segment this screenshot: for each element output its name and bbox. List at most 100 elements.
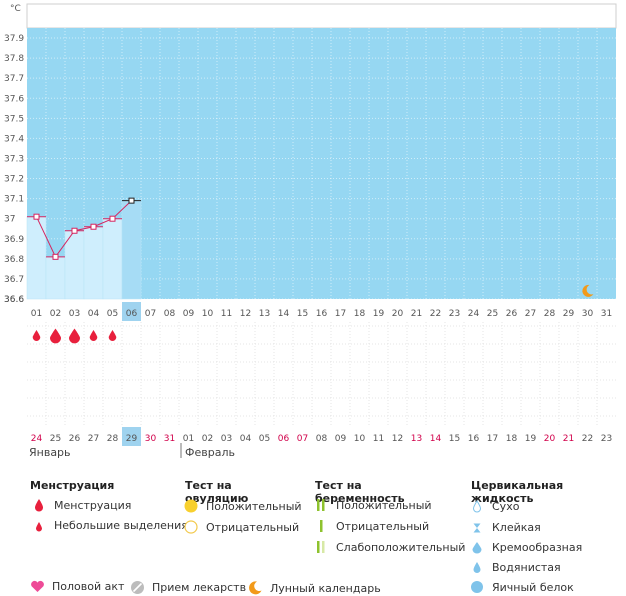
legend-menstruation-title: Менструация: [30, 479, 115, 492]
current-date-highlight[interactable]: [122, 427, 141, 446]
y-axis-ticks: 37.9 37.8 37.7 37.6 37.5 37.4 37.3 37.2 37.1 37 36…: [4, 34, 24, 305]
calendar-date-label[interactable]: 19: [525, 434, 537, 444]
month-label-february: Февраль: [185, 446, 235, 459]
y-tick-label: 37: [4, 215, 15, 225]
blood-drop-icon[interactable]: [50, 328, 61, 344]
temperature-point[interactable]: [71, 227, 78, 234]
calendar-date-label[interactable]: 02: [202, 434, 213, 444]
cycle-day-label[interactable]: 01: [31, 309, 42, 319]
calendar-date-label[interactable]: 25: [50, 434, 61, 444]
calendar-date-label[interactable]: 23: [601, 434, 612, 444]
calendar-date-label[interactable]: 18: [506, 434, 518, 444]
current-day-highlight[interactable]: [122, 302, 141, 321]
blood-drop-icon[interactable]: [69, 328, 80, 344]
cycle-day-label[interactable]: 10: [202, 309, 214, 319]
legend-item-fluid-sticky: Клейкая: [468, 521, 541, 534]
cycle-day-label[interactable]: 20: [392, 309, 404, 319]
calendar-date-label[interactable]: 31: [164, 434, 175, 444]
y-tick-label: 37.4: [4, 134, 24, 144]
calendar-date-label[interactable]: 24: [31, 434, 43, 444]
heart-icon: [28, 580, 46, 593]
calendar-date-label[interactable]: 08: [316, 434, 328, 444]
cycle-day-label[interactable]: 28: [544, 309, 556, 319]
x-axis-cycle-days[interactable]: 01 02 03 04 05 06 07 08 09 10 11 12 13 14 15 16 17 18 19 20…: [31, 302, 612, 321]
cycle-day-label[interactable]: 12: [240, 309, 251, 319]
calendar-date-label[interactable]: 09: [335, 434, 347, 444]
calendar-date-label[interactable]: 20: [544, 434, 556, 444]
calendar-date-label[interactable]: 01: [183, 434, 194, 444]
cycle-day-label[interactable]: 07: [145, 309, 156, 319]
cycle-day-label[interactable]: 03: [69, 309, 80, 319]
small-drop-icon[interactable]: [89, 330, 98, 342]
cycle-day-label[interactable]: 31: [601, 309, 612, 319]
calendar-date-label[interactable]: 11: [373, 434, 384, 444]
pill-icon: [128, 580, 146, 595]
temperature-point[interactable]: [109, 215, 116, 222]
calendar-date-label[interactable]: 28: [107, 434, 119, 444]
calendar-date-label[interactable]: 12: [392, 434, 403, 444]
calendar-date-label[interactable]: 07: [297, 434, 308, 444]
calendar-date-label[interactable]: 03: [221, 434, 232, 444]
cycle-day-label[interactable]: 23: [449, 309, 460, 319]
calendar-date-label[interactable]: 06: [278, 434, 290, 444]
cycle-day-label[interactable]: 27: [525, 309, 536, 319]
cycle-day-label[interactable]: 30: [582, 309, 594, 319]
cycle-day-label[interactable]: 14: [278, 309, 290, 319]
legend-item-lunar: Лунный календарь: [246, 580, 381, 596]
cycle-day-label[interactable]: 06: [126, 309, 138, 319]
cycle-day-label[interactable]: 02: [50, 309, 61, 319]
y-tick-label: 37.7: [4, 74, 24, 84]
cycle-day-label[interactable]: 15: [297, 309, 308, 319]
y-tick-label: 37.9: [4, 34, 24, 44]
cycle-day-label[interactable]: 24: [468, 309, 480, 319]
cycle-day-label[interactable]: 26: [506, 309, 518, 319]
cycle-day-label[interactable]: 09: [183, 309, 195, 319]
day-column-fill: [83, 226, 104, 300]
y-axis-unit-label: °C: [10, 4, 21, 14]
cycle-day-label[interactable]: 29: [563, 309, 575, 319]
cycle-day-label[interactable]: 19: [373, 309, 385, 319]
cycle-day-label[interactable]: 22: [430, 309, 441, 319]
calendar-date-label[interactable]: 05: [259, 434, 270, 444]
legend-item-pregnancy-negative: Отрицательный: [312, 519, 429, 533]
temperature-point[interactable]: [52, 253, 59, 260]
day-column-fill: [64, 230, 85, 300]
cycle-day-label[interactable]: 17: [335, 309, 346, 319]
cycle-day-label[interactable]: 04: [88, 309, 100, 319]
calendar-date-label[interactable]: 21: [563, 434, 574, 444]
cycle-day-label[interactable]: 21: [411, 309, 422, 319]
legend-item-medication: Прием лекарств: [128, 580, 246, 595]
calendar-date-label[interactable]: 04: [240, 434, 252, 444]
ovulation-negative-icon: [182, 519, 200, 535]
pregnancy-negative-icon: [312, 519, 330, 533]
temperature-point[interactable]: [33, 213, 40, 220]
cycle-day-label[interactable]: 13: [259, 309, 270, 319]
temperature-point[interactable]: [128, 197, 135, 204]
calendar-date-label[interactable]: 15: [449, 434, 460, 444]
cycle-day-label[interactable]: 18: [354, 309, 366, 319]
calendar-date-label[interactable]: 29: [126, 434, 138, 444]
calendar-date-label[interactable]: 27: [88, 434, 99, 444]
menstruation-row[interactable]: [32, 328, 117, 344]
calendar-date-label[interactable]: 14: [430, 434, 442, 444]
cycle-day-label[interactable]: 08: [164, 309, 176, 319]
cycle-day-label[interactable]: 16: [316, 309, 328, 319]
day-column-fill: [121, 200, 142, 300]
calendar-date-label[interactable]: 17: [487, 434, 498, 444]
moon-icon: [582, 284, 594, 297]
small-drop-icon[interactable]: [108, 330, 117, 342]
cycle-day-label[interactable]: 25: [487, 309, 498, 319]
calendar-date-label[interactable]: 26: [69, 434, 81, 444]
calendar-date-label[interactable]: 13: [411, 434, 422, 444]
calendar-date-label[interactable]: 22: [582, 434, 593, 444]
temperature-points[interactable]: [27, 197, 141, 260]
calendar-date-label[interactable]: 30: [145, 434, 157, 444]
calendar-date-row[interactable]: 24 25 26 27 28 29 30 31 01 02 03 04 05 06 07 08 09 10 11 12…: [31, 427, 612, 446]
temperature-point[interactable]: [90, 223, 97, 230]
calendar-date-label[interactable]: 16: [468, 434, 480, 444]
legend-item-pregnancy-weak: Слабоположительный: [312, 540, 465, 554]
small-drop-icon[interactable]: [32, 330, 41, 341]
calendar-date-label[interactable]: 10: [354, 434, 366, 444]
cycle-day-label[interactable]: 05: [107, 309, 118, 319]
cycle-day-label[interactable]: 11: [221, 309, 232, 319]
